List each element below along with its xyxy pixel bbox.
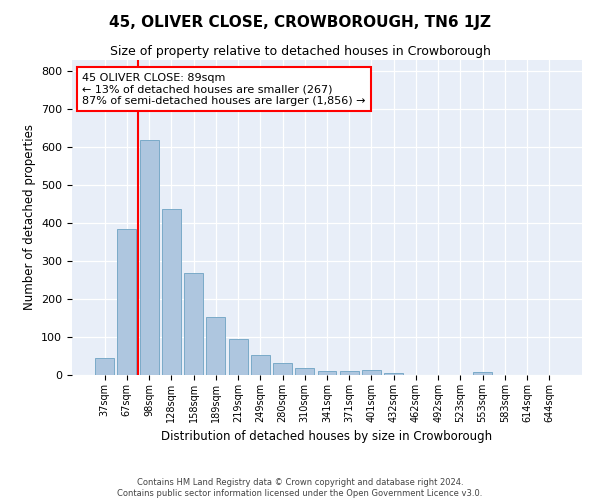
Bar <box>473 372 492 375</box>
Bar <box>251 356 270 375</box>
Bar <box>273 363 292 375</box>
Bar <box>384 373 403 375</box>
Bar <box>317 371 337 375</box>
Bar <box>362 370 381 375</box>
Text: 45, OLIVER CLOSE, CROWBOROUGH, TN6 1JZ: 45, OLIVER CLOSE, CROWBOROUGH, TN6 1JZ <box>109 15 491 30</box>
X-axis label: Distribution of detached houses by size in Crowborough: Distribution of detached houses by size … <box>161 430 493 444</box>
Y-axis label: Number of detached properties: Number of detached properties <box>23 124 35 310</box>
Bar <box>95 358 114 375</box>
Bar <box>206 317 225 375</box>
Bar <box>340 371 359 375</box>
Text: Contains HM Land Registry data © Crown copyright and database right 2024.
Contai: Contains HM Land Registry data © Crown c… <box>118 478 482 498</box>
Bar <box>295 368 314 375</box>
Bar <box>229 338 248 375</box>
Text: Size of property relative to detached houses in Crowborough: Size of property relative to detached ho… <box>110 45 490 58</box>
Bar <box>162 209 181 375</box>
Text: 45 OLIVER CLOSE: 89sqm
← 13% of detached houses are smaller (267)
87% of semi-de: 45 OLIVER CLOSE: 89sqm ← 13% of detached… <box>82 72 366 106</box>
Bar <box>118 229 136 375</box>
Bar <box>140 140 158 375</box>
Bar <box>184 274 203 375</box>
